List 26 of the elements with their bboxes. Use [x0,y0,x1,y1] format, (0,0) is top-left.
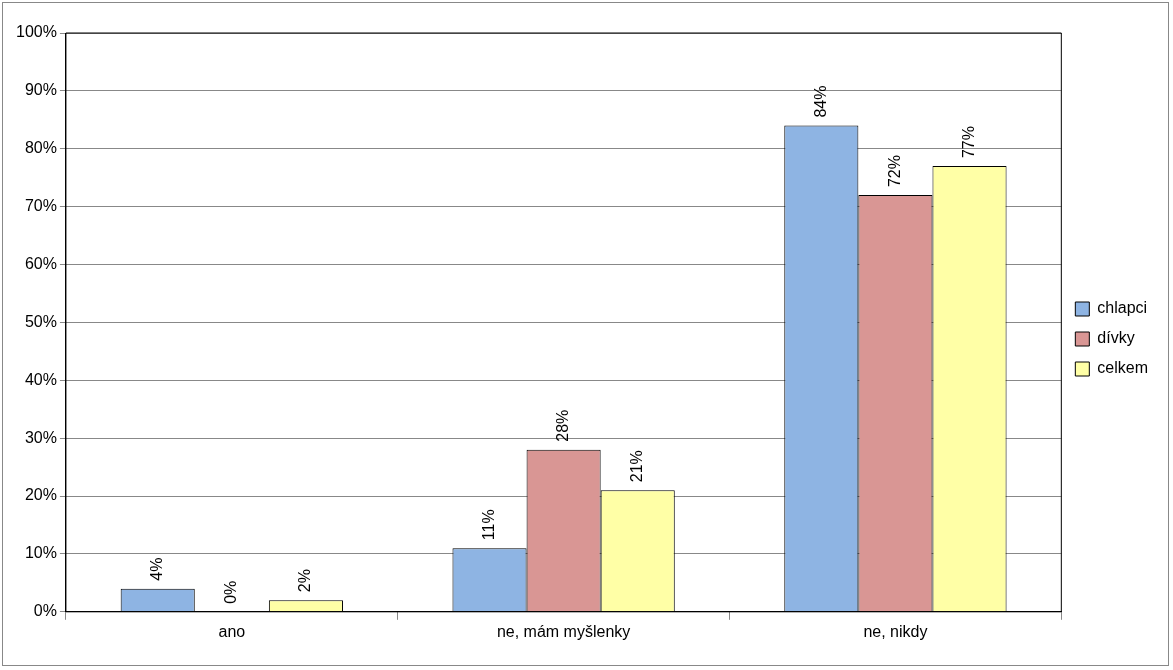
y-tick-label: 60% [24,254,57,272]
data-label: 28% [554,409,572,442]
data-label: 0% [222,580,240,604]
y-tick-label: 50% [24,312,57,330]
x-tick-label: ano [218,622,246,640]
x-tick-label: ne, nikdy [863,622,928,640]
data-label: 84% [811,85,829,118]
data-label: 11% [479,509,497,541]
y-tick-label: 90% [24,81,57,99]
y-tick-label: 80% [24,139,57,157]
y-tick-label: 40% [24,370,57,388]
data-label: 2% [296,569,314,593]
y-tick-label: 0% [33,602,57,620]
legend-label: dívky [1097,329,1135,347]
y-tick-label: 30% [24,428,57,446]
legend-label: chlapci [1097,299,1148,317]
y-tick-label: 100% [16,23,57,41]
data-label: 4% [148,557,166,581]
data-label: 77% [959,126,977,159]
data-label: 21% [628,450,646,483]
data-label: 72% [885,155,903,188]
x-tick-label: ne, mám myšlenky [496,622,631,640]
y-tick-label: 70% [24,197,57,215]
y-tick-label: 20% [24,486,57,504]
legend-label: celkem [1097,359,1149,377]
y-tick-label: 10% [24,544,57,562]
